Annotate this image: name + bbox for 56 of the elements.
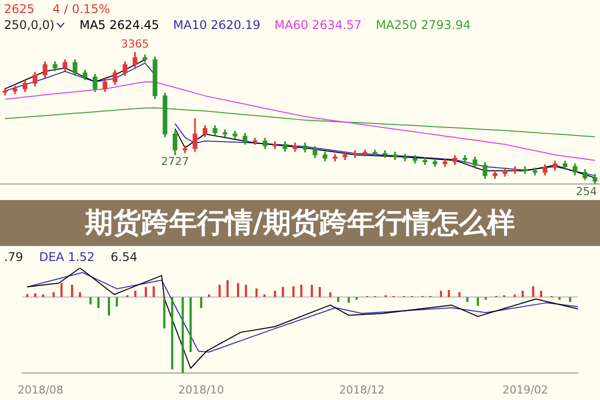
bar (300, 284, 302, 297)
annotation: 2727 (161, 155, 189, 168)
text: 4 / 0.15% (52, 2, 110, 16)
bar (152, 286, 155, 297)
text: DEA 1.52 (39, 250, 95, 264)
text: MA5 2624.45 (79, 18, 160, 32)
bar (182, 297, 184, 373)
text: MA250 2793.94 (376, 18, 471, 32)
bar (440, 290, 442, 297)
bar (226, 280, 229, 297)
text: MA60 2634.57 (274, 18, 362, 32)
text: 250,0,0) (4, 18, 54, 32)
x-tick-label: 2019/02 (502, 383, 548, 396)
text: MA10 2620.19 (173, 18, 260, 32)
bar (60, 283, 63, 297)
text: .79 (4, 250, 24, 264)
bar (448, 290, 450, 297)
bar (244, 284, 248, 297)
text: 254 (576, 185, 597, 198)
bar (282, 286, 284, 297)
bar (218, 284, 221, 297)
bar (476, 297, 479, 306)
x-tick-label: 2018/08 (18, 383, 64, 396)
x-tick-label: 2018/12 (339, 383, 385, 396)
bar (310, 284, 313, 297)
bar (255, 288, 258, 297)
bar (163, 297, 166, 328)
bar (89, 297, 92, 304)
text: 期货跨年行情/期货跨年行情怎么样 (84, 205, 516, 241)
bar (26, 294, 28, 297)
bar (108, 297, 110, 316)
bar (171, 297, 174, 370)
bar (329, 292, 332, 297)
text: 6.54 (110, 250, 138, 264)
bar (70, 284, 74, 297)
bar (200, 297, 202, 308)
bar (97, 297, 100, 308)
bar (466, 297, 468, 302)
bar (134, 290, 136, 297)
bar (116, 297, 118, 307)
bar (522, 290, 524, 297)
annotation: 3365 (121, 37, 149, 50)
bar (540, 290, 542, 297)
text: 2625 (4, 2, 35, 16)
bar (144, 286, 147, 297)
bar (274, 290, 276, 297)
bar (190, 297, 192, 352)
bar (292, 286, 294, 297)
x-tick-label: 2018/10 (178, 383, 224, 396)
bar (532, 286, 534, 297)
bar (484, 297, 487, 300)
bar (236, 283, 240, 297)
bar (318, 286, 321, 297)
bar (34, 293, 36, 297)
bar (337, 297, 340, 302)
bar (348, 297, 350, 303)
